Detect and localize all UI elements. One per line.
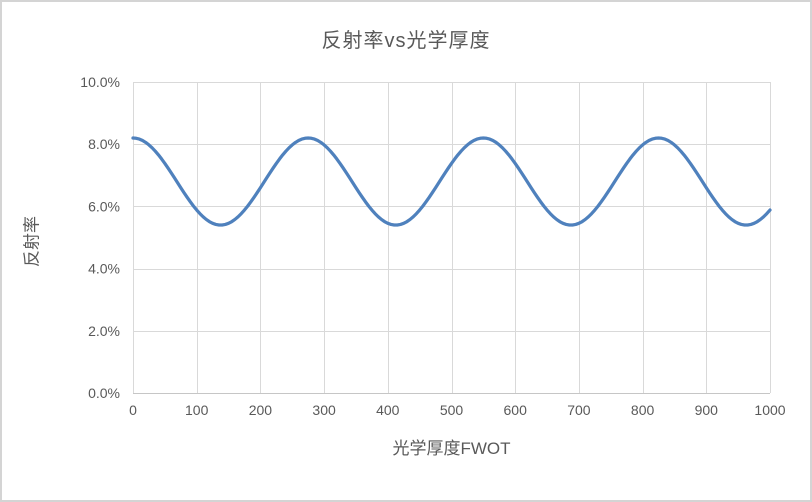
x-tick-label: 100: [185, 402, 209, 418]
x-tick-label: 1000: [754, 402, 785, 418]
x-tick-label: 800: [631, 402, 655, 418]
x-tick-label: 600: [504, 402, 528, 418]
series-line-reflectance: [131, 136, 772, 227]
y-tick-label: 4.0%: [88, 261, 120, 277]
x-tick-label: 0: [129, 402, 137, 418]
y-axis-title: 反射率: [22, 216, 42, 267]
x-tick-label: 300: [312, 402, 336, 418]
x-axis-title: 光学厚度FWOT: [392, 439, 511, 458]
y-tick-label: 2.0%: [88, 323, 120, 339]
x-tick-label: 500: [440, 402, 464, 418]
x-tick-label: 400: [376, 402, 400, 418]
x-tick-label: 900: [695, 402, 719, 418]
y-tick-label: 0.0%: [88, 385, 120, 401]
y-tick-label: 6.0%: [88, 198, 120, 214]
y-tick-label: 10.0%: [80, 74, 120, 90]
y-tick-label: 8.0%: [88, 136, 120, 152]
x-axis-tick-labels: 0 100 200 300 400 500 600 700 800 900 1000: [129, 402, 786, 418]
gridlines: [133, 82, 771, 394]
chart-title: 反射率vs光学厚度: [321, 30, 491, 52]
x-tick-label: 700: [567, 402, 591, 418]
x-tick-label: 200: [249, 402, 273, 418]
y-axis-tick-labels: 0.0% 2.0% 4.0% 6.0% 8.0% 10.0%: [80, 74, 120, 401]
